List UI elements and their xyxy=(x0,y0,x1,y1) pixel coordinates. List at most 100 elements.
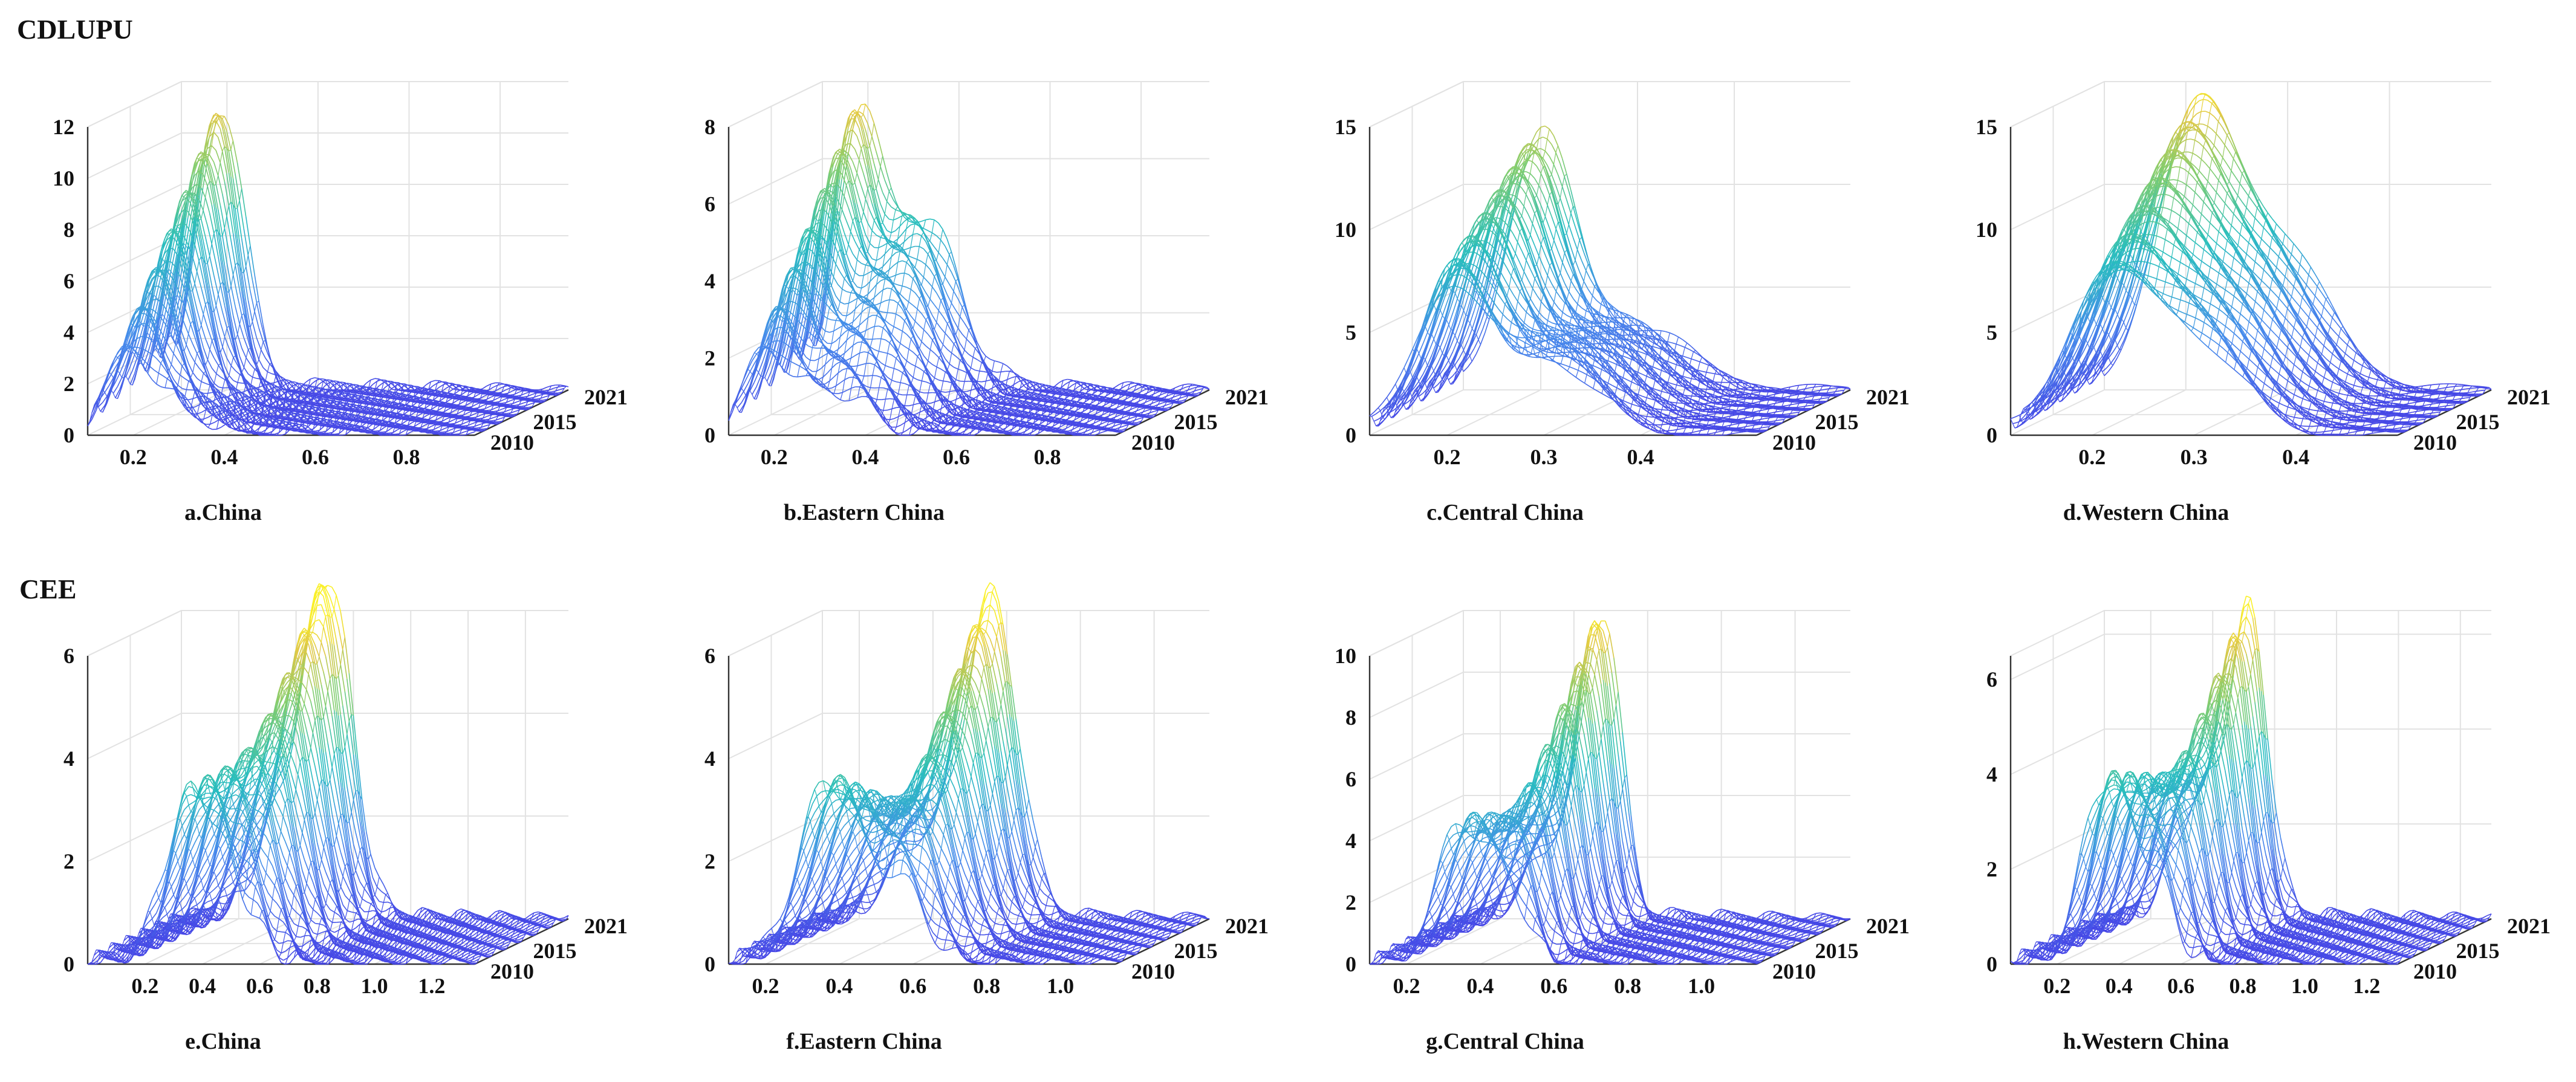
surface-col-segment xyxy=(147,319,151,325)
surface-row-segment xyxy=(154,369,159,374)
surface-col-segment xyxy=(187,187,191,197)
surface-col-segment xyxy=(109,372,112,375)
surface-row-segment xyxy=(527,394,533,397)
surface-row-segment xyxy=(386,401,391,404)
surface-col-segment xyxy=(252,386,255,389)
surface-row-segment xyxy=(203,280,209,302)
surface-row-segment xyxy=(330,424,336,428)
surface-col-segment xyxy=(231,414,235,424)
surface-col-segment xyxy=(175,231,178,235)
surface-row-segment xyxy=(205,154,210,155)
surface-row-segment xyxy=(319,380,324,385)
surface-col-segment xyxy=(192,283,195,291)
surface-row-segment xyxy=(437,381,442,384)
surface-row-segment xyxy=(322,419,327,423)
surface-row-segment xyxy=(213,338,219,355)
surface-col-segment xyxy=(250,421,253,424)
surface-row-segment xyxy=(186,345,191,355)
surface-col-segment xyxy=(256,401,260,404)
surface-col-segment xyxy=(179,246,182,256)
surface-col-segment xyxy=(285,410,288,416)
surface-col-segment xyxy=(242,420,246,426)
surface-col-segment xyxy=(274,411,278,421)
section-title-cee: CEE xyxy=(19,573,77,605)
surface-row-segment xyxy=(166,278,172,289)
surface-row-segment xyxy=(211,182,216,208)
surface-col-segment xyxy=(111,374,114,378)
surface-row-segment xyxy=(108,361,114,374)
surface-col-segment xyxy=(194,353,198,363)
surface-row-segment xyxy=(171,261,176,268)
surface-col-segment xyxy=(255,403,258,413)
surface-col-segment xyxy=(106,372,110,377)
surface-row-segment xyxy=(377,390,382,394)
surface-row-segment xyxy=(190,323,196,338)
surface-row-segment xyxy=(302,424,308,427)
surface-col-segment xyxy=(89,412,93,421)
surface-row-segment xyxy=(171,311,177,328)
surface-row-segment xyxy=(330,410,335,414)
surface-col-segment xyxy=(252,412,256,422)
surface-col-segment xyxy=(215,294,219,306)
surface-col-segment xyxy=(209,383,213,386)
surface-col-segment xyxy=(171,279,174,288)
surface-col-segment xyxy=(310,398,314,409)
surface-row-segment xyxy=(198,220,204,241)
surface-col-segment xyxy=(325,392,328,401)
surface-row-segment xyxy=(363,388,369,392)
surface-row-segment xyxy=(257,421,262,427)
surface-col-segment xyxy=(259,418,262,428)
surface-row-segment xyxy=(194,203,200,221)
surface-row-segment xyxy=(272,426,278,432)
surface-row-segment xyxy=(519,390,524,393)
surface-row-segment xyxy=(207,328,213,341)
surface-col-segment xyxy=(250,409,253,414)
surface-col-segment xyxy=(238,403,241,410)
surface-row-segment xyxy=(207,301,213,323)
surface-row-segment xyxy=(218,364,223,372)
surface-col-segment xyxy=(302,384,305,386)
surface-row-segment xyxy=(168,273,174,280)
surface-row-segment xyxy=(164,247,170,254)
surface-col-segment xyxy=(164,261,168,271)
surface-row-segment xyxy=(187,211,194,221)
surface-row-segment xyxy=(198,235,204,260)
surface-col-segment xyxy=(172,297,176,306)
surface-row-segment xyxy=(396,394,402,397)
surface-row-segment xyxy=(370,389,376,393)
surface-col-segment xyxy=(172,225,176,235)
surface-col-segment xyxy=(181,288,184,300)
surface-col-segment xyxy=(259,413,262,415)
surface-row-segment xyxy=(285,429,290,435)
surface-col-segment xyxy=(198,159,201,171)
surface-col-segment xyxy=(233,401,236,411)
surface-row-segment xyxy=(160,301,166,308)
surface-row-segment xyxy=(229,375,234,381)
surface-row-segment xyxy=(250,393,255,398)
surface-col-segment xyxy=(171,353,174,365)
surface-row-segment xyxy=(195,389,200,392)
surface-col-segment xyxy=(132,351,135,355)
surface-col-segment xyxy=(147,332,150,336)
surface-col-segment xyxy=(194,215,197,218)
surface-col-segment xyxy=(299,386,302,395)
surface-col-segment xyxy=(207,349,210,360)
surface-col-segment xyxy=(187,232,191,245)
surface-col-segment xyxy=(284,390,288,398)
surface-col-segment xyxy=(226,325,230,329)
surface-col-segment xyxy=(187,286,191,291)
surface-col-segment xyxy=(145,370,148,372)
surface-col-segment xyxy=(177,375,181,386)
surface-col-segment xyxy=(209,399,213,406)
surface-row-segment xyxy=(196,236,202,257)
surface-row-segment xyxy=(495,388,500,392)
surface-col-segment xyxy=(162,270,165,273)
surface-col-segment xyxy=(155,314,159,323)
surface-row-segment xyxy=(466,420,470,423)
surface-col-segment xyxy=(258,379,262,387)
surface-row-segment xyxy=(162,375,168,380)
surface-col-segment xyxy=(224,285,227,292)
surface-row-segment xyxy=(431,380,435,383)
surface-col-segment xyxy=(181,209,184,223)
surface-row-segment xyxy=(181,299,187,311)
